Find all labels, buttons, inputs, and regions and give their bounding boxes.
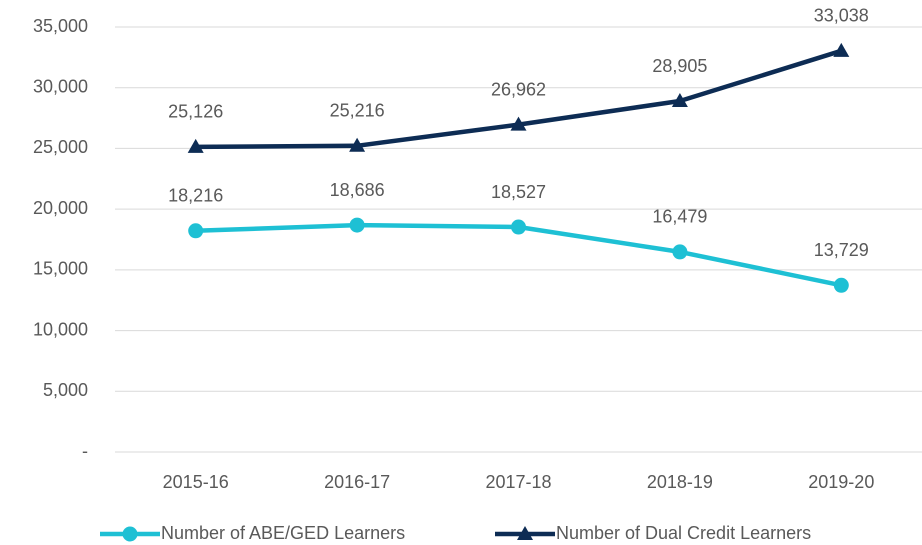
- y-tick-label: 10,000: [33, 319, 88, 339]
- y-tick-label: 15,000: [33, 259, 88, 279]
- legend-label: Number of Dual Credit Learners: [556, 523, 811, 543]
- x-tick-label: 2015-16: [163, 472, 229, 492]
- data-point: [349, 137, 366, 152]
- y-tick-label: 20,000: [33, 198, 88, 218]
- x-tick-label: 2016-17: [324, 472, 390, 492]
- data-point: [833, 277, 849, 293]
- x-tick-label: 2018-19: [647, 472, 713, 492]
- data-point: [671, 93, 688, 108]
- data-point: [349, 217, 365, 233]
- data-label: 25,126: [168, 102, 223, 122]
- y-tick-label: 30,000: [33, 76, 88, 96]
- data-label: 18,686: [330, 180, 385, 200]
- y-tick-label: 25,000: [33, 137, 88, 157]
- data-label: 16,479: [652, 207, 707, 227]
- data-label: 13,729: [814, 240, 869, 260]
- data-label: 28,905: [652, 56, 707, 76]
- x-tick-label: 2019-20: [808, 472, 874, 492]
- data-point: [188, 223, 204, 239]
- legend-label: Number of ABE/GED Learners: [161, 523, 405, 543]
- y-tick-label: 35,000: [33, 16, 88, 36]
- data-point: [511, 219, 526, 235]
- data-label: 25,216: [330, 101, 385, 121]
- data-label: 18,216: [168, 186, 223, 206]
- data-point: [510, 116, 527, 131]
- data-label: 33,038: [814, 6, 869, 26]
- y-tick-label: 5,000: [43, 380, 88, 400]
- data-label: 26,962: [491, 79, 546, 99]
- data-label: 18,527: [491, 182, 546, 202]
- data-point: [833, 42, 850, 57]
- legend-marker: [517, 526, 533, 540]
- data-point: [187, 138, 204, 153]
- y-tick-label: -: [82, 441, 88, 461]
- x-tick-label: 2017-18: [485, 472, 551, 492]
- legend-marker: [122, 526, 138, 542]
- data-point: [672, 244, 688, 260]
